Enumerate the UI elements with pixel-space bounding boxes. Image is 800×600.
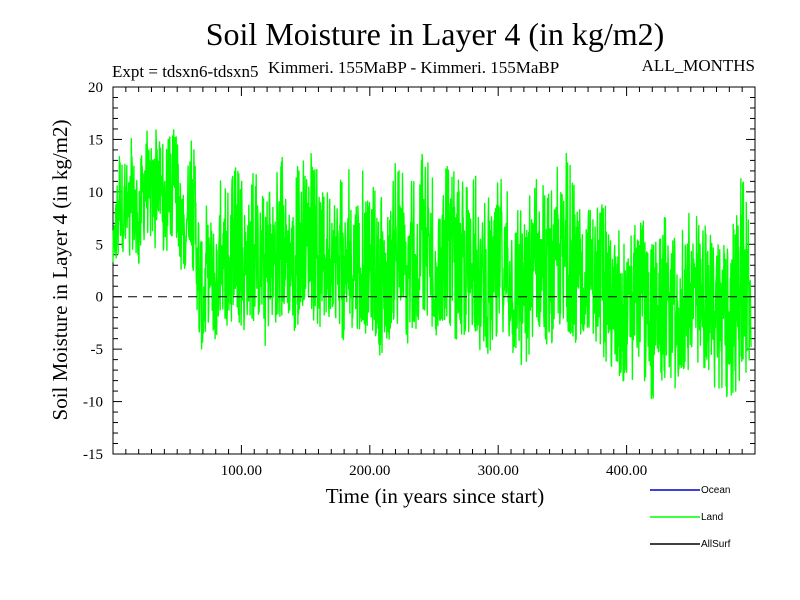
y-axis-label: Soil Moisture in Layer 4 (in kg/m2) (48, 120, 72, 421)
x-tick-label: 400.00 (606, 463, 647, 479)
plot-area: 100.00 200.00 300.00 400.00 -15 -10 -5 0 5 10 15 20 (83, 80, 756, 479)
x-axis-label: Time (in years since start) (326, 484, 545, 508)
y-tick-label: -5 (91, 342, 104, 358)
y-tick-label: 20 (88, 80, 103, 96)
y-tick-label: 10 (88, 185, 103, 201)
legend: Ocean Land AllSurf (650, 485, 731, 550)
y-tick-label: 5 (96, 237, 104, 253)
chart-subtitle-left: Expt = tdsxn6-tdsxn5 (112, 62, 259, 81)
y-tick-label: 0 (96, 290, 104, 306)
legend-label-ocean: Ocean (701, 485, 730, 496)
chart-subtitle-right: ALL_MONTHS (642, 56, 755, 75)
y-tick-label: 15 (88, 132, 103, 148)
legend-label-land: Land (701, 512, 723, 523)
x-tick-label: 200.00 (349, 463, 390, 479)
x-tick-label: 100.00 (221, 463, 262, 479)
legend-label-allsurf: AllSurf (701, 539, 731, 550)
y-tick-label: -15 (83, 447, 103, 463)
x-tick-label: 300.00 (478, 463, 519, 479)
chart-title: Soil Moisture in Layer 4 (in kg/m2) (206, 16, 665, 52)
y-tick-label: -10 (83, 395, 103, 411)
land-series-line (112, 129, 752, 400)
chart-subtitle-center: Kimmeri. 155MaBP - Kimmeri. 155MaBP (268, 58, 559, 77)
